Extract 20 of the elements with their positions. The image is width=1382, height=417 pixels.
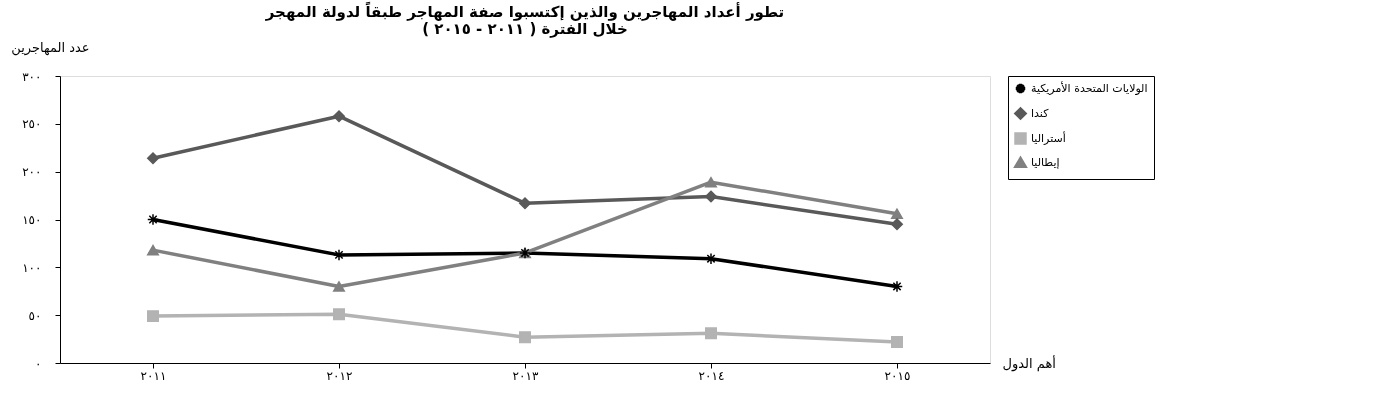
y-tick-label: ٠ xyxy=(35,356,42,371)
y-axis-title: عدد المهاجرين xyxy=(11,39,90,56)
legend-label: إيطاليا xyxy=(1031,155,1060,169)
x-tick-label: ٢٠١٥ xyxy=(884,368,911,383)
x-tick-label: ٢٠١٣ xyxy=(512,368,539,383)
y-tick-label: ٢٠٠ xyxy=(22,165,42,180)
y-tick-label: ١٠٠ xyxy=(22,260,42,275)
legend-label: الولايات المتحدة الأمريكية xyxy=(1031,80,1148,95)
text: خلال الفترة ( ٢٠١١ - ٢٠١٥ ) xyxy=(422,20,628,38)
x-tick-label: ٢٠١٢ xyxy=(326,368,353,383)
x-tick-label: ٢٠١١ xyxy=(140,368,167,383)
y-tick-label: ١٥٠ xyxy=(22,213,42,227)
x-tick-label: ٢٠١٤ xyxy=(698,368,725,383)
text: تطور أعداد المهاجرين والذين إكتسبوا صفة المهاجر طبقاً لدولة المهجر xyxy=(265,3,785,21)
x-axis-title: أهم الدول xyxy=(1002,354,1056,372)
legend-label: كندا xyxy=(1031,106,1050,120)
y-tick-label: ٢٥٠ xyxy=(22,117,42,132)
y-tick-label: ٥٠ xyxy=(28,308,42,323)
legend-label: أستراليا xyxy=(1031,130,1066,145)
y-tick-label: ٣٠٠ xyxy=(22,69,42,84)
